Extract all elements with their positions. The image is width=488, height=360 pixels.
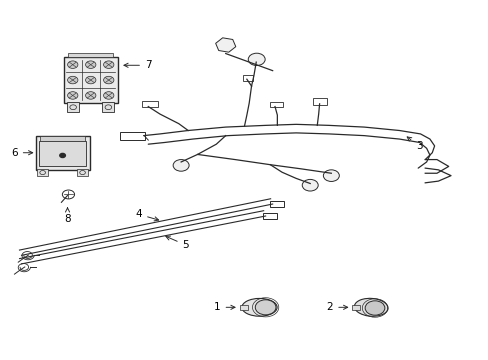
Circle shape xyxy=(302,179,318,191)
Bar xyxy=(40,136,85,141)
Circle shape xyxy=(173,159,189,171)
Circle shape xyxy=(103,76,114,84)
Circle shape xyxy=(85,92,96,99)
Circle shape xyxy=(67,92,78,99)
Text: 5: 5 xyxy=(165,236,189,250)
Text: 1: 1 xyxy=(214,302,235,312)
Text: 8: 8 xyxy=(64,208,71,224)
Circle shape xyxy=(67,76,78,84)
Text: 6: 6 xyxy=(11,148,33,158)
Circle shape xyxy=(67,61,78,68)
Text: 7: 7 xyxy=(123,60,151,70)
Circle shape xyxy=(85,61,96,68)
Bar xyxy=(239,305,248,310)
Ellipse shape xyxy=(354,298,387,316)
Bar xyxy=(102,103,114,112)
Bar xyxy=(270,201,284,207)
Circle shape xyxy=(103,61,114,68)
Bar xyxy=(142,101,158,107)
Bar xyxy=(77,169,88,176)
Circle shape xyxy=(255,300,275,315)
Text: 4: 4 xyxy=(135,209,158,221)
Circle shape xyxy=(103,92,114,99)
Bar xyxy=(36,136,89,170)
Bar xyxy=(263,213,277,219)
Ellipse shape xyxy=(242,298,277,316)
Bar xyxy=(352,305,359,310)
Circle shape xyxy=(365,301,384,315)
Text: 2: 2 xyxy=(326,302,347,312)
Bar xyxy=(39,141,86,166)
Bar xyxy=(243,75,253,81)
Bar xyxy=(312,98,326,104)
Bar xyxy=(269,102,283,107)
Bar xyxy=(67,103,79,112)
Bar xyxy=(37,169,48,176)
Bar xyxy=(120,132,144,140)
Bar xyxy=(68,53,113,57)
Text: 3: 3 xyxy=(407,137,422,151)
Circle shape xyxy=(85,76,96,84)
Bar xyxy=(63,57,118,103)
Circle shape xyxy=(248,53,264,66)
Circle shape xyxy=(323,170,339,181)
Circle shape xyxy=(60,153,65,158)
